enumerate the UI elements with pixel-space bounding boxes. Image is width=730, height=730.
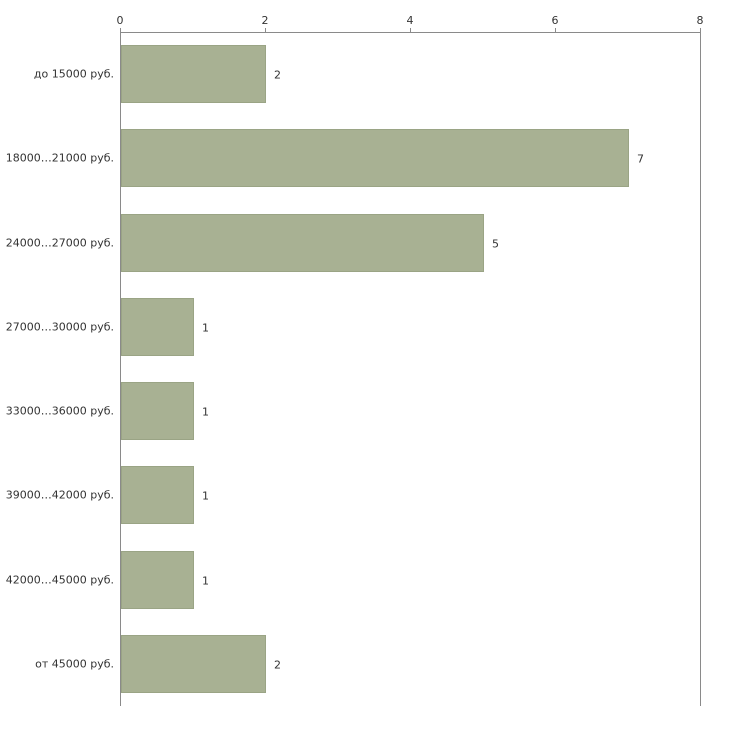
x-tick-label: 8	[696, 14, 704, 27]
bar	[121, 213, 484, 272]
category-label: 24000…27000 руб.	[5, 236, 114, 250]
value-label: 1	[202, 489, 209, 503]
bar	[121, 550, 194, 609]
y-axis-line	[120, 32, 121, 706]
value-label: 2	[274, 658, 281, 672]
bar	[121, 382, 194, 441]
bar	[121, 466, 194, 525]
category-label: 42000…45000 руб.	[5, 573, 114, 587]
bar	[121, 45, 266, 104]
value-label: 2	[274, 68, 281, 82]
value-label: 5	[492, 237, 499, 251]
x-tick-mark	[265, 28, 266, 32]
category-label: 39000…42000 руб.	[5, 488, 114, 502]
x-tick-mark	[410, 28, 411, 32]
x-tick-label: 4	[406, 14, 414, 27]
bar	[121, 297, 194, 356]
category-label: 27000…30000 руб.	[5, 320, 114, 334]
x-axis-line	[120, 32, 701, 33]
x-tick-label: 0	[116, 14, 124, 27]
bar	[121, 634, 266, 693]
bar	[121, 129, 629, 188]
value-label: 7	[637, 152, 644, 166]
category-label: 18000…21000 руб.	[5, 151, 114, 165]
x-tick-mark	[700, 28, 701, 32]
x-tick-mark	[555, 28, 556, 32]
x-tick-mark	[120, 28, 121, 32]
value-label: 1	[202, 321, 209, 335]
category-label: от 45000 руб.	[35, 657, 114, 671]
category-label: до 15000 руб.	[33, 67, 114, 81]
right-boundary-line	[700, 32, 701, 706]
category-label: 33000…36000 руб.	[5, 404, 114, 418]
x-tick-label: 2	[261, 14, 269, 27]
x-tick-label: 6	[551, 14, 559, 27]
value-label: 1	[202, 574, 209, 588]
value-label: 1	[202, 405, 209, 419]
